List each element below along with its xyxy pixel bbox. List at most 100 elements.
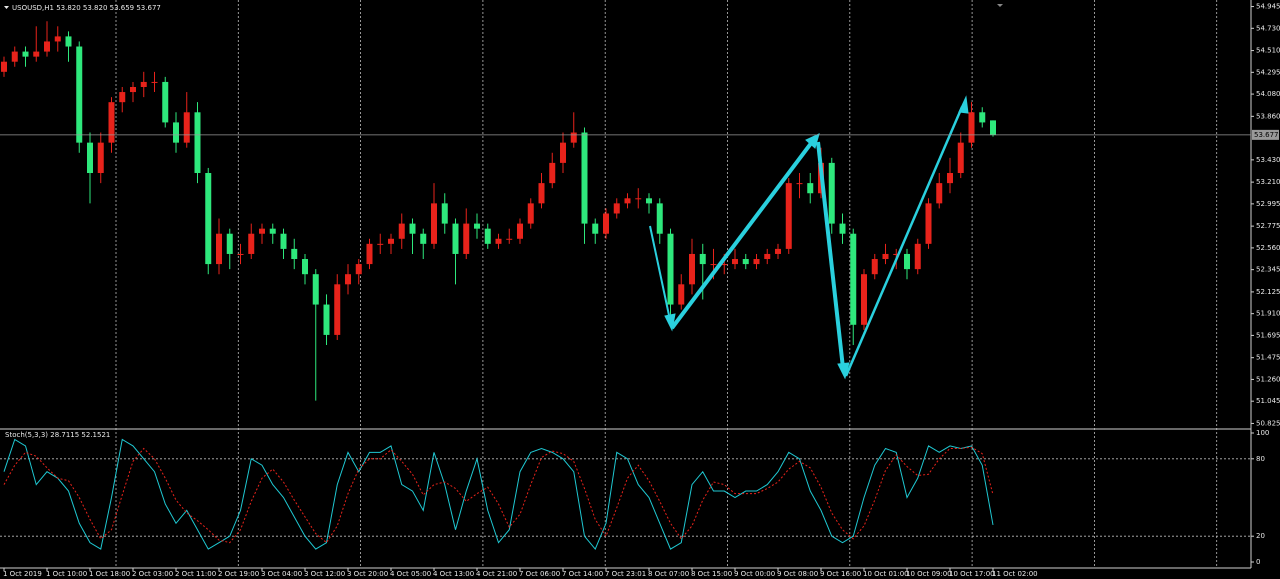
candle-body [549, 162, 556, 184]
candle-body [140, 81, 147, 87]
candle-body [205, 173, 212, 265]
x-tick-label: 4 Oct 21:00 [476, 570, 517, 578]
candle-body [570, 132, 577, 143]
candle-body [839, 223, 846, 234]
x-tick-label: 2 Oct 03:00 [132, 570, 173, 578]
candle-body [882, 253, 889, 260]
y-tick-label: 53.860 [1256, 112, 1280, 120]
y-tick-label: 52.345 [1256, 266, 1280, 274]
x-tick-label: 3 Oct 04:00 [261, 570, 302, 578]
candle-body [398, 223, 405, 239]
candle-body [248, 233, 255, 254]
candle-body [237, 253, 244, 255]
candle-body [323, 304, 330, 335]
candle-body [721, 264, 728, 266]
candle-body [560, 142, 566, 163]
x-tick-label: 7 Oct 06:00 [519, 570, 560, 578]
x-tick-label: 2 Oct 19:00 [218, 570, 259, 578]
candle-body [753, 259, 760, 265]
y-tick-label: 0 [1256, 558, 1260, 566]
candle-body [495, 238, 502, 244]
y-tick-label: 54.080 [1256, 90, 1280, 98]
menu-triangle[interactable] [4, 6, 9, 9]
candle-body [592, 223, 599, 234]
y-tick-label: 53.210 [1256, 178, 1280, 186]
candle-body [850, 233, 857, 325]
y-tick-label: 52.560 [1256, 244, 1280, 252]
arrow-head [958, 95, 969, 114]
x-tick-label: 9 Oct 00:00 [734, 570, 775, 578]
candle-body [162, 81, 169, 123]
x-tick-label: 3 Oct 20:00 [347, 570, 388, 578]
y-tick-label: 54.295 [1256, 68, 1280, 76]
stoch-line [3, 438, 994, 551]
candle-body [173, 122, 179, 143]
candle-body [259, 228, 265, 234]
trend-arrows [649, 95, 969, 380]
candle-body [796, 183, 803, 185]
candle-body [807, 183, 814, 194]
candle-body [893, 253, 900, 255]
trend-line [649, 225, 671, 321]
candle-body [151, 81, 158, 83]
candle-body [312, 274, 319, 305]
y-tick-label: 80 [1256, 455, 1265, 463]
current-price-box [1252, 129, 1279, 140]
candle-body [463, 223, 470, 254]
x-tick-label: 4 Oct 05:00 [390, 570, 431, 578]
arrow-head [805, 133, 820, 149]
candle-body [345, 274, 351, 285]
candle-body [452, 223, 459, 254]
candle-body [517, 223, 523, 239]
candle-body [904, 253, 910, 270]
x-tick-label: 8 Oct 15:00 [691, 570, 732, 578]
candle-body [646, 198, 652, 204]
candle-body [334, 284, 341, 335]
candle-body [699, 253, 706, 265]
x-tick-label: 3 Oct 12:00 [304, 570, 345, 578]
candle-body [226, 233, 233, 254]
candle-body [76, 46, 83, 143]
candle-body [130, 86, 136, 93]
candle-body [280, 233, 287, 249]
candle-body [44, 41, 50, 52]
candle-body [11, 51, 18, 62]
trend-line [670, 140, 814, 330]
candle-body [871, 259, 878, 275]
arrow-head [837, 362, 850, 380]
candle-body [366, 243, 373, 265]
candle-body [54, 36, 61, 42]
marks [1, 21, 996, 551]
y-tick-label: 20 [1256, 532, 1265, 540]
candle-body [861, 274, 867, 325]
y-tick-label: 51.045 [1256, 397, 1280, 405]
candle-body [302, 259, 308, 275]
candle-body [119, 92, 126, 103]
candle-body [764, 253, 771, 260]
candle-body [474, 223, 480, 229]
x-tick-label: 1 Oct 10:00 [46, 570, 87, 578]
candle-body [742, 259, 749, 265]
candle-body [828, 162, 835, 224]
candle-body [216, 233, 222, 265]
y-tick-label: 54.510 [1256, 47, 1280, 55]
candle-body [1, 61, 7, 72]
y-tick-label: 51.260 [1256, 375, 1280, 383]
candle-body [667, 233, 674, 305]
y-tick-label: 100 [1256, 429, 1269, 437]
candle-body [527, 203, 534, 224]
candle-body [506, 238, 513, 240]
y-tick-label: 54.945 [1256, 3, 1280, 11]
candle-body [979, 112, 986, 123]
candle-body [291, 248, 298, 260]
candle-body [678, 284, 685, 305]
x-tick-label: 7 Oct 14:00 [562, 570, 603, 578]
candle-body [968, 112, 975, 143]
candle-body [914, 243, 921, 270]
candle-body [613, 203, 620, 214]
x-tick-label: 7 Oct 23:01 [605, 570, 646, 578]
x-tick-label: 10 Oct 17:00 [949, 570, 995, 578]
candle-body [388, 238, 394, 244]
